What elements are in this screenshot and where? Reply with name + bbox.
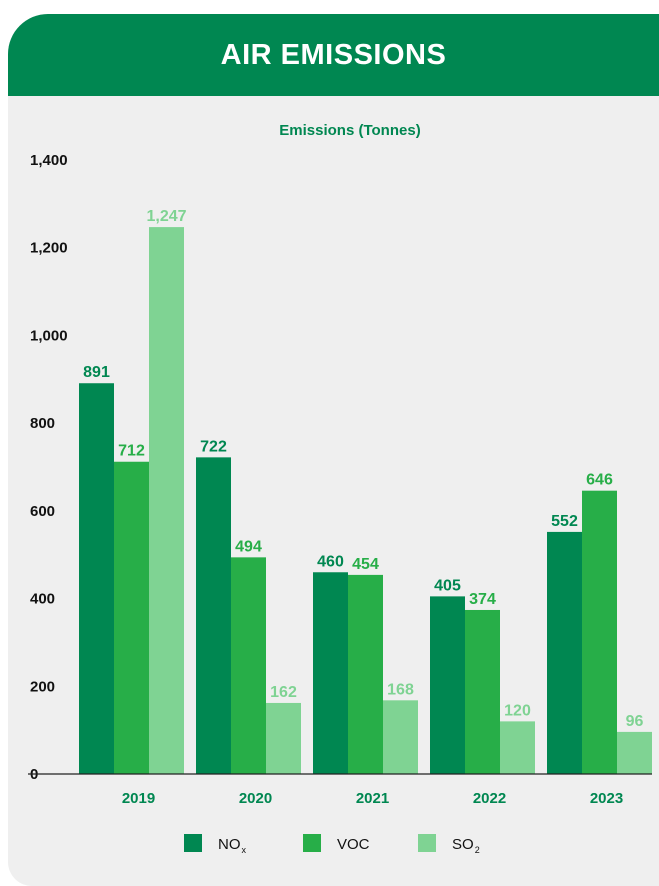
bar-2023-voc [582, 490, 617, 774]
data-label: 722 [200, 438, 227, 455]
data-label: 1,247 [146, 208, 186, 225]
x-tick-label: 2022 [473, 790, 506, 807]
y-tick-label: 800 [30, 415, 55, 432]
bar-2019-so [149, 227, 184, 774]
y-tick-label: 200 [30, 678, 55, 695]
y-tick-label: 600 [30, 503, 55, 520]
bar-2022-so [500, 721, 535, 774]
bar-2020-voc [231, 557, 266, 774]
legend-swatch-voc [303, 834, 321, 852]
bar-2021-voc [348, 574, 383, 774]
data-label: 162 [270, 684, 297, 701]
data-label: 405 [434, 577, 461, 594]
chart-title: Emissions (Tonnes) [279, 122, 420, 139]
data-label: 96 [626, 713, 644, 730]
legend-swatch-so [418, 834, 436, 852]
bar-2021-no [313, 572, 348, 774]
legend-label-no: NOx [218, 836, 247, 855]
x-tick-label: 2019 [122, 790, 155, 807]
data-label: 494 [235, 538, 262, 555]
page-title: AIR EMISSIONS [8, 14, 659, 96]
y-tick-label: 1,000 [30, 327, 68, 344]
data-label: 460 [317, 553, 344, 570]
data-label: 891 [83, 364, 110, 381]
legend-label-so: SO2 [452, 836, 480, 855]
data-label: 120 [504, 702, 531, 719]
x-tick-label: 2023 [590, 790, 623, 807]
legend-label-voc: VOC [337, 836, 370, 853]
bar-2020-no [196, 457, 231, 774]
data-label: 374 [469, 591, 496, 608]
bar-2020-so [266, 702, 301, 774]
data-label: 168 [387, 681, 414, 698]
bar-2019-voc [114, 461, 149, 774]
bar-2023-so [617, 731, 652, 774]
y-tick-label: 1,200 [30, 240, 68, 257]
bar-2021-so [383, 700, 418, 774]
bar-2022-voc [465, 609, 500, 774]
bar-2023-no [547, 531, 582, 774]
x-tick-label: 2020 [239, 790, 272, 807]
data-label: 646 [586, 472, 613, 489]
y-tick-label: 1,400 [30, 152, 68, 169]
y-tick-label: 400 [30, 591, 55, 608]
x-tick-label: 2021 [356, 790, 389, 807]
legend-swatch-no [184, 834, 202, 852]
bar-2019-no [79, 383, 114, 774]
bar-2022-no [430, 596, 465, 774]
data-label: 712 [118, 443, 145, 460]
data-label: 454 [352, 556, 379, 573]
data-label: 552 [551, 513, 578, 530]
